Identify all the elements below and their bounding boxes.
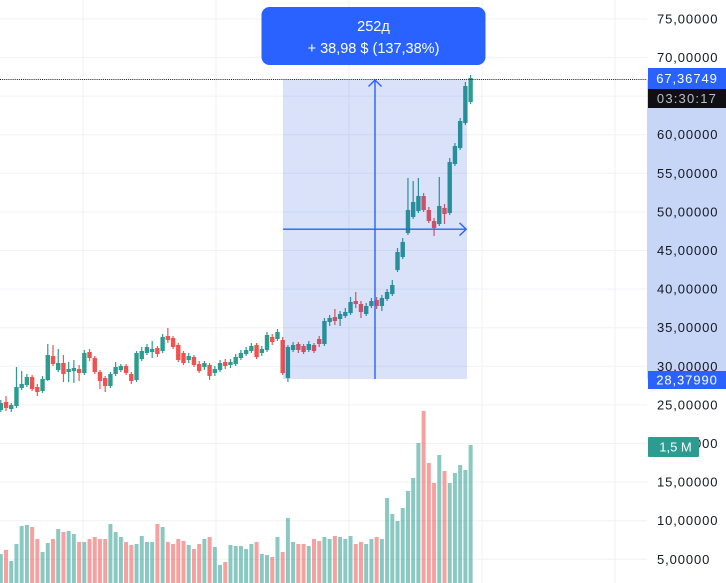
svg-text:67,36749: 67,36749 xyxy=(656,71,717,86)
svg-text:75,00000: 75,00000 xyxy=(657,11,718,26)
svg-text:28,37990: 28,37990 xyxy=(656,373,717,388)
svg-text:+ 38,98 $ (137,38%): + 38,98 $ (137,38%) xyxy=(308,41,440,57)
svg-text:1,5 M: 1,5 M xyxy=(659,440,692,455)
svg-text:70,00000: 70,00000 xyxy=(657,50,718,65)
svg-text:10,00000: 10,00000 xyxy=(657,513,718,528)
svg-text:5,00000: 5,00000 xyxy=(657,552,710,567)
svg-text:35,00000: 35,00000 xyxy=(657,320,718,335)
svg-text:15,00000: 15,00000 xyxy=(657,475,718,490)
svg-text:03:30:17: 03:30:17 xyxy=(657,91,717,106)
svg-text:55,00000: 55,00000 xyxy=(657,166,718,181)
svg-text:40,00000: 40,00000 xyxy=(657,282,718,297)
svg-text:25,00000: 25,00000 xyxy=(657,397,718,412)
svg-text:252д: 252д xyxy=(357,19,390,35)
svg-text:30,00000: 30,00000 xyxy=(657,359,718,374)
svg-text:50,00000: 50,00000 xyxy=(657,204,718,219)
svg-text:60,00000: 60,00000 xyxy=(657,127,718,142)
svg-text:45,00000: 45,00000 xyxy=(657,243,718,258)
